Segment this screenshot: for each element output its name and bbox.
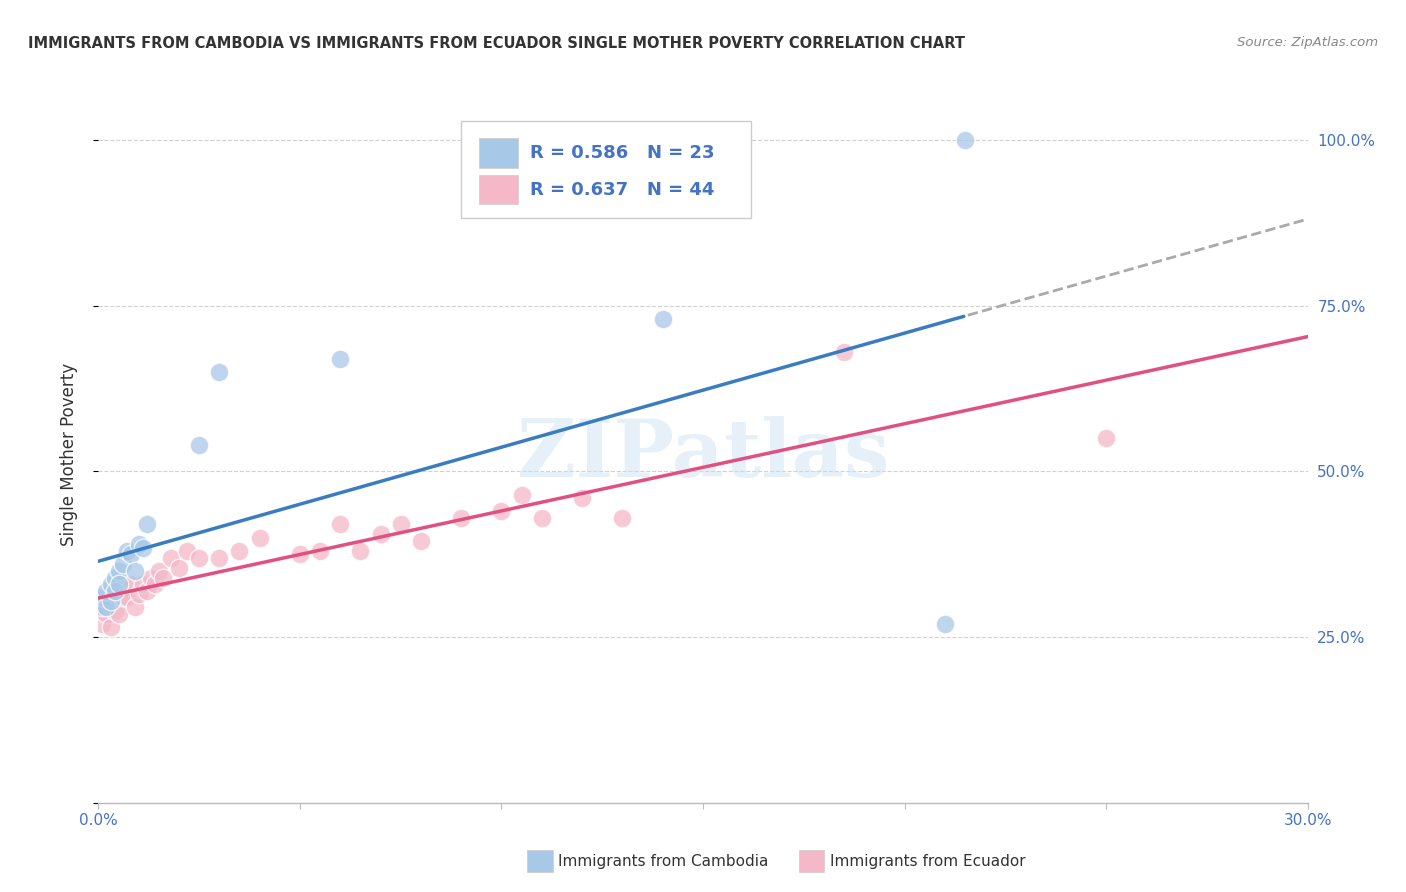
Point bbox=[128, 537, 150, 551]
Point bbox=[115, 591, 138, 605]
Point bbox=[934, 616, 956, 631]
Point bbox=[148, 564, 170, 578]
Point bbox=[160, 550, 183, 565]
Point bbox=[96, 607, 118, 621]
FancyBboxPatch shape bbox=[461, 121, 751, 219]
Text: Immigrants from Cambodia: Immigrants from Cambodia bbox=[558, 855, 769, 869]
Point bbox=[571, 491, 593, 505]
Point bbox=[120, 547, 142, 561]
Point bbox=[208, 550, 231, 565]
Point bbox=[103, 583, 125, 598]
Point bbox=[288, 547, 311, 561]
Point bbox=[249, 531, 271, 545]
Point bbox=[530, 511, 553, 525]
Point bbox=[143, 577, 166, 591]
Point bbox=[91, 600, 114, 615]
Point bbox=[107, 591, 129, 605]
Text: Immigrants from Ecuador: Immigrants from Ecuador bbox=[830, 855, 1025, 869]
Bar bbox=[479, 138, 517, 168]
Point bbox=[832, 345, 855, 359]
Point bbox=[132, 541, 155, 555]
Point bbox=[100, 597, 122, 611]
Point bbox=[96, 597, 118, 611]
Point bbox=[389, 517, 412, 532]
Point bbox=[100, 620, 122, 634]
Point bbox=[132, 577, 155, 591]
Point bbox=[176, 544, 198, 558]
Point bbox=[188, 550, 211, 565]
Point bbox=[309, 544, 332, 558]
Text: R = 0.586   N = 23: R = 0.586 N = 23 bbox=[530, 144, 714, 162]
Point bbox=[152, 570, 174, 584]
Point bbox=[370, 527, 392, 541]
Point bbox=[128, 587, 150, 601]
Bar bbox=[479, 175, 517, 204]
Point bbox=[91, 604, 114, 618]
Point bbox=[612, 511, 634, 525]
Point bbox=[135, 583, 157, 598]
Point bbox=[111, 558, 134, 572]
Point bbox=[953, 133, 976, 147]
Point bbox=[329, 517, 352, 532]
Point bbox=[124, 600, 146, 615]
Point bbox=[120, 577, 142, 591]
Point bbox=[103, 593, 125, 607]
Point bbox=[111, 577, 134, 591]
Point bbox=[91, 591, 114, 605]
Point bbox=[107, 607, 129, 621]
Point bbox=[139, 570, 162, 584]
Point bbox=[651, 312, 673, 326]
Point bbox=[100, 593, 122, 607]
Point bbox=[349, 544, 371, 558]
Point bbox=[228, 544, 250, 558]
Text: IMMIGRANTS FROM CAMBODIA VS IMMIGRANTS FROM ECUADOR SINGLE MOTHER POVERTY CORREL: IMMIGRANTS FROM CAMBODIA VS IMMIGRANTS F… bbox=[28, 36, 965, 51]
Point bbox=[91, 616, 114, 631]
Point bbox=[188, 438, 211, 452]
Text: R = 0.637   N = 44: R = 0.637 N = 44 bbox=[530, 181, 714, 199]
Point bbox=[208, 365, 231, 379]
Point bbox=[124, 564, 146, 578]
Point bbox=[96, 583, 118, 598]
Point bbox=[450, 511, 472, 525]
Point bbox=[111, 591, 134, 605]
Point bbox=[96, 600, 118, 615]
Point bbox=[409, 534, 432, 549]
Point bbox=[135, 517, 157, 532]
Point bbox=[115, 544, 138, 558]
Point bbox=[491, 504, 513, 518]
Point bbox=[167, 560, 190, 574]
Point bbox=[510, 488, 533, 502]
Text: Source: ZipAtlas.com: Source: ZipAtlas.com bbox=[1237, 36, 1378, 49]
Text: ZIPatlas: ZIPatlas bbox=[517, 416, 889, 494]
Point bbox=[100, 577, 122, 591]
Point bbox=[329, 351, 352, 366]
Y-axis label: Single Mother Poverty: Single Mother Poverty bbox=[59, 363, 77, 547]
Point bbox=[107, 564, 129, 578]
Point bbox=[107, 577, 129, 591]
Point bbox=[1095, 431, 1118, 445]
Point bbox=[103, 604, 125, 618]
Point bbox=[103, 570, 125, 584]
